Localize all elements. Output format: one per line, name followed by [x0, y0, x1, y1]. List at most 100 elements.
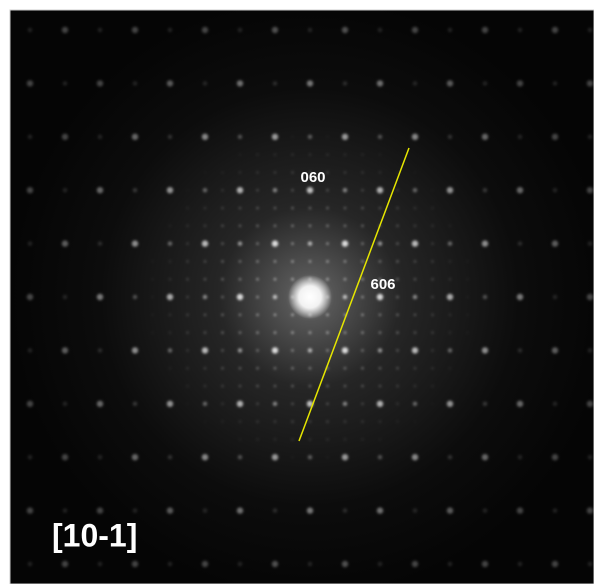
spot: [396, 403, 399, 406]
spot: [482, 454, 488, 460]
spot: [431, 385, 434, 388]
spot: [361, 331, 364, 334]
spot: [588, 28, 592, 32]
spot: [588, 241, 592, 245]
spot: [361, 438, 364, 441]
spot: [291, 367, 294, 370]
spot: [291, 225, 294, 228]
spot: [377, 401, 383, 407]
spot: [431, 349, 434, 352]
spot: [186, 367, 189, 370]
spot: [361, 260, 364, 263]
spot: [448, 241, 452, 245]
spot: [447, 294, 453, 300]
spot: [62, 561, 68, 567]
spot: [256, 331, 259, 334]
spot: [553, 508, 557, 512]
spot: [202, 561, 208, 567]
spot: [361, 296, 364, 299]
spot: [447, 80, 453, 86]
spot: [186, 331, 189, 334]
spot: [256, 367, 259, 370]
spot: [344, 171, 347, 174]
spot: [466, 296, 469, 299]
spot: [186, 385, 189, 388]
spot: [414, 420, 417, 423]
spot: [587, 294, 593, 300]
spot: [98, 562, 102, 566]
spot: [169, 278, 172, 281]
spot: [204, 420, 207, 423]
spot: [379, 314, 382, 317]
spot: [308, 348, 312, 352]
spot: [133, 402, 137, 406]
spot: [239, 331, 242, 334]
spot: [291, 171, 294, 174]
spot: [517, 80, 523, 86]
spot: [379, 367, 382, 370]
spot: [379, 438, 382, 441]
spot: [221, 225, 224, 228]
spot: [518, 455, 522, 459]
spot: [221, 331, 224, 334]
spot: [553, 81, 557, 85]
spot: [202, 347, 208, 353]
spot: [273, 295, 277, 299]
spot: [377, 80, 383, 86]
spot: [309, 367, 312, 370]
spot: [361, 367, 364, 370]
spot: [466, 331, 469, 334]
spot: [587, 187, 593, 193]
spot: [379, 171, 382, 174]
spot: [186, 260, 189, 263]
spot: [449, 260, 452, 263]
spot: [168, 348, 172, 352]
spot: [27, 187, 33, 193]
spot: [396, 260, 399, 263]
spot: [202, 454, 208, 460]
spot: [256, 153, 259, 156]
spot: [133, 295, 137, 299]
spot: [132, 27, 138, 33]
spot: [186, 242, 189, 245]
spot: [361, 153, 364, 156]
spot: [204, 278, 207, 281]
spot: [449, 367, 452, 370]
spot: [396, 367, 399, 370]
spot: [361, 403, 364, 406]
spot: [291, 260, 294, 263]
spot: [343, 188, 347, 192]
spot: [309, 260, 312, 263]
spot: [169, 331, 172, 334]
spot: [167, 80, 173, 86]
spot: [203, 402, 207, 406]
spot: [431, 260, 434, 263]
spot: [326, 136, 329, 139]
spot: [274, 385, 277, 388]
spot: [239, 207, 242, 210]
spot: [238, 241, 242, 245]
spot: [168, 241, 172, 245]
spot: [291, 136, 294, 139]
spot: [553, 295, 557, 299]
spot: [62, 134, 68, 140]
spot: [274, 171, 277, 174]
spot: [326, 242, 329, 245]
spot: [273, 81, 277, 85]
spot: [239, 367, 242, 370]
spot: [361, 314, 364, 317]
spot: [412, 27, 418, 33]
spot: [326, 438, 329, 441]
spot: [466, 278, 469, 281]
spot: [412, 347, 418, 353]
spot: [272, 240, 278, 246]
spot: [221, 207, 224, 210]
spot: [344, 260, 347, 263]
spot: [168, 135, 172, 139]
spot: [132, 561, 138, 567]
spot: [204, 225, 207, 228]
spot: [274, 367, 277, 370]
spot: [274, 278, 277, 281]
spot: [98, 135, 102, 139]
spot: [396, 420, 399, 423]
